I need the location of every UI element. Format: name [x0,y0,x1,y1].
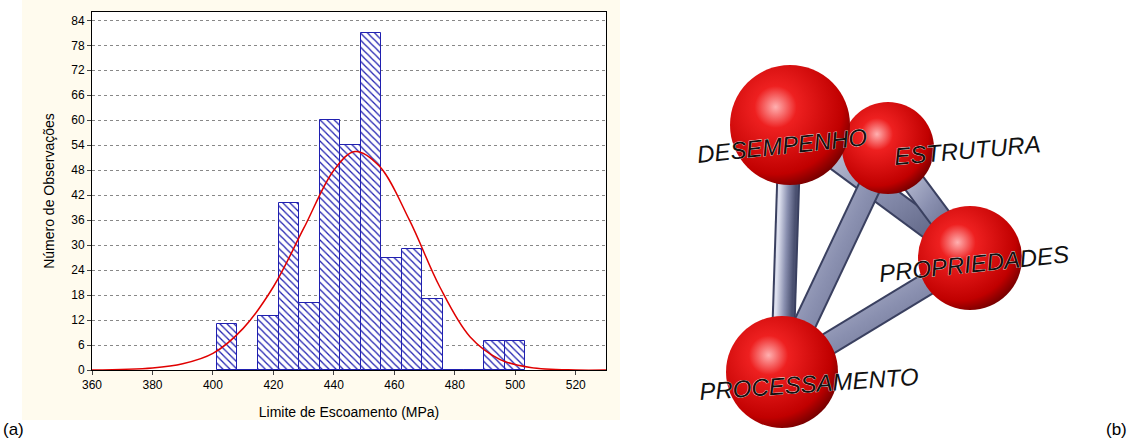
svg-text:54: 54 [71,138,85,152]
svg-text:Limite de Escoamento (MPa): Limite de Escoamento (MPa) [259,404,440,420]
svg-text:460: 460 [384,378,404,392]
svg-text:84: 84 [71,14,85,28]
svg-text:PROPRIEDADES: PROPRIEDADES [878,240,1070,287]
html-text:(a): (a) [3,420,24,439]
svg-text:24: 24 [71,263,85,277]
svg-text:360: 360 [82,378,102,392]
svg-text:6: 6 [78,338,85,352]
svg-text:400: 400 [203,378,223,392]
svg-text:ESTRUTURA: ESTRUTURA [893,130,1041,170]
svg-text:500: 500 [505,378,525,392]
html-text:(b): (b) [1106,420,1127,439]
svg-text:480: 480 [445,378,465,392]
svg-text:440: 440 [324,378,344,392]
svg-text:30: 30 [71,238,85,252]
svg-text:520: 520 [566,378,586,392]
svg-text:380: 380 [142,378,162,392]
svg-text:18: 18 [71,288,85,302]
svg-text:66: 66 [71,88,85,102]
svg-text:36: 36 [71,213,85,227]
svg-text:PROCESSAMENTO: PROCESSAMENTO [698,363,919,405]
svg-text:12: 12 [71,313,85,327]
svg-text:420: 420 [263,378,283,392]
svg-text:78: 78 [71,39,85,53]
svg-text:Número de Observações: Número de Observações [41,113,57,269]
svg-text:DESEMPENHO: DESEMPENHO [696,123,869,168]
svg-text:42: 42 [71,188,85,202]
svg-text:48: 48 [71,163,85,177]
svg-text:0: 0 [78,363,85,377]
svg-text:60: 60 [71,113,85,127]
svg-text:72: 72 [71,63,85,77]
